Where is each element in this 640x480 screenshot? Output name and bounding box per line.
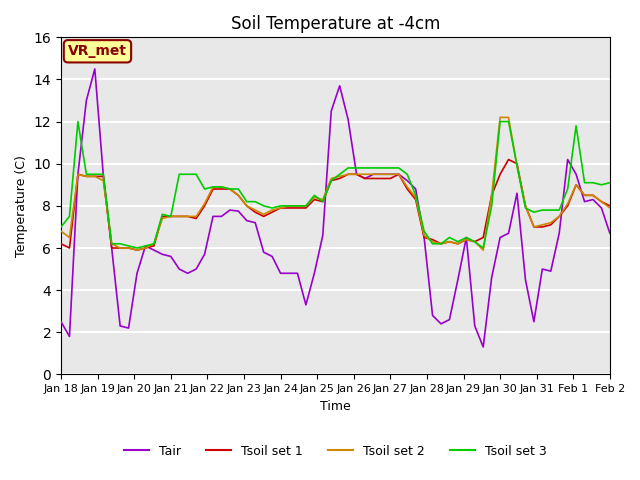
X-axis label: Time: Time bbox=[320, 400, 351, 413]
Title: Soil Temperature at -4cm: Soil Temperature at -4cm bbox=[231, 15, 440, 33]
Y-axis label: Temperature (C): Temperature (C) bbox=[15, 155, 28, 257]
Text: VR_met: VR_met bbox=[68, 44, 127, 58]
Legend: Tair, Tsoil set 1, Tsoil set 2, Tsoil set 3: Tair, Tsoil set 1, Tsoil set 2, Tsoil se… bbox=[119, 440, 552, 463]
